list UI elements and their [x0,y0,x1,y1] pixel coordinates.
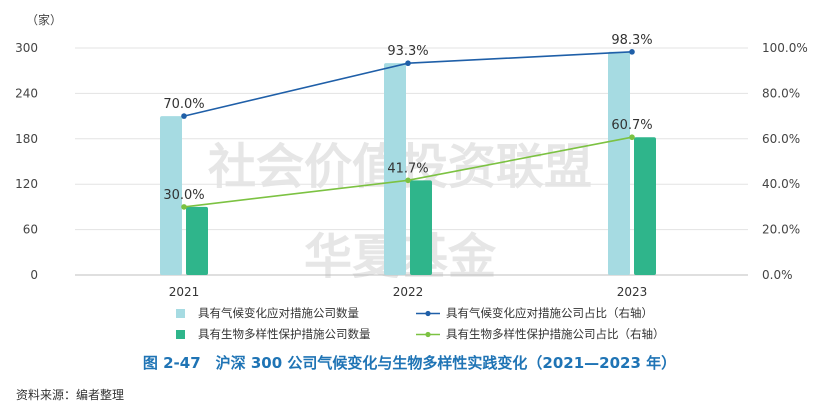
point-biodiversity-2023 [629,134,635,141]
legend-swatch-marker [425,331,431,338]
bar-biodiversity-2022 [410,180,432,275]
y-right-tick-label: 0.0% [762,268,793,282]
x-tick-label: 2023 [617,285,648,299]
y-right-tick-label: 100.0% [762,41,808,55]
legend: 具有气候变化应对措施公司数量 具有气候变化应对措施公司占比（右轴） 具有生物多样性保… [176,306,665,341]
y-left-tick-label: 180 [15,132,38,146]
legend-swatch [176,330,185,339]
y-left-tick-label: 300 [15,41,38,55]
point-climate-2023 [629,49,635,55]
y-right-tick-label: 60.0% [762,132,800,146]
data-label: 98.3% [611,33,652,48]
source-note: 资料来源：编者整理 [16,388,125,402]
legend-entry: 具有气候变化应对措施公司数量 [198,306,359,320]
figure-caption: 图 2-47 沪深 300 公司气候变化与生物多样性实践变化（2021—2023… [142,354,677,372]
legend-swatch [176,309,185,318]
data-label: 93.3% [387,44,428,59]
y-left-tick-label: 120 [15,177,38,191]
data-label: 70.0% [163,97,204,112]
data-label: 60.7% [611,118,652,133]
y-axis-label: （家） [26,12,62,27]
legend-entry: 具有生物多样性保护措施公司数量 [198,327,371,341]
bar-climate-2022 [384,63,406,276]
bar-climate-2023 [608,51,630,276]
legend-entry: 具有生物多样性保护措施公司占比（右轴） [446,327,665,341]
x-tick-label: 2022 [393,285,424,299]
legend-entry: 具有气候变化应对措施公司占比（右轴） [446,306,653,320]
chart: 社会价值投资联盟华夏基金 00.0%6020.0%12040.0%18060.0… [15,12,808,341]
bar-climate-2021 [160,116,182,275]
bar-biodiversity-2021 [186,206,208,275]
point-biodiversity-2021 [181,204,187,210]
data-labels: 70.0% 93.3% 98.3% 30.0% 41.7% 60.7% [163,33,652,203]
bars [160,51,656,276]
data-label: 41.7% [387,161,428,176]
y-left-tick-label: 0 [30,268,38,282]
series-lines [181,49,635,210]
y-left-tick-label: 240 [15,86,38,100]
point-climate-2022 [405,60,411,67]
x-tick-label: 2021 [169,285,200,299]
axes: 0 0.0% 60 20.0% 120 40.0% 180 60.0% 240 80.0% 300 1… [15,12,808,299]
y-right-tick-label: 80.0% [762,86,800,100]
bar-biodiversity-2023 [634,137,656,275]
point-climate-2021 [181,113,187,119]
legend-swatch-marker [425,310,431,317]
y-left-tick-label: 60 [23,223,38,237]
data-label: 30.0% [163,188,204,203]
y-right-tick-label: 20.0% [762,223,800,237]
y-right-tick-label: 40.0% [762,177,800,191]
point-biodiversity-2022 [405,177,411,184]
